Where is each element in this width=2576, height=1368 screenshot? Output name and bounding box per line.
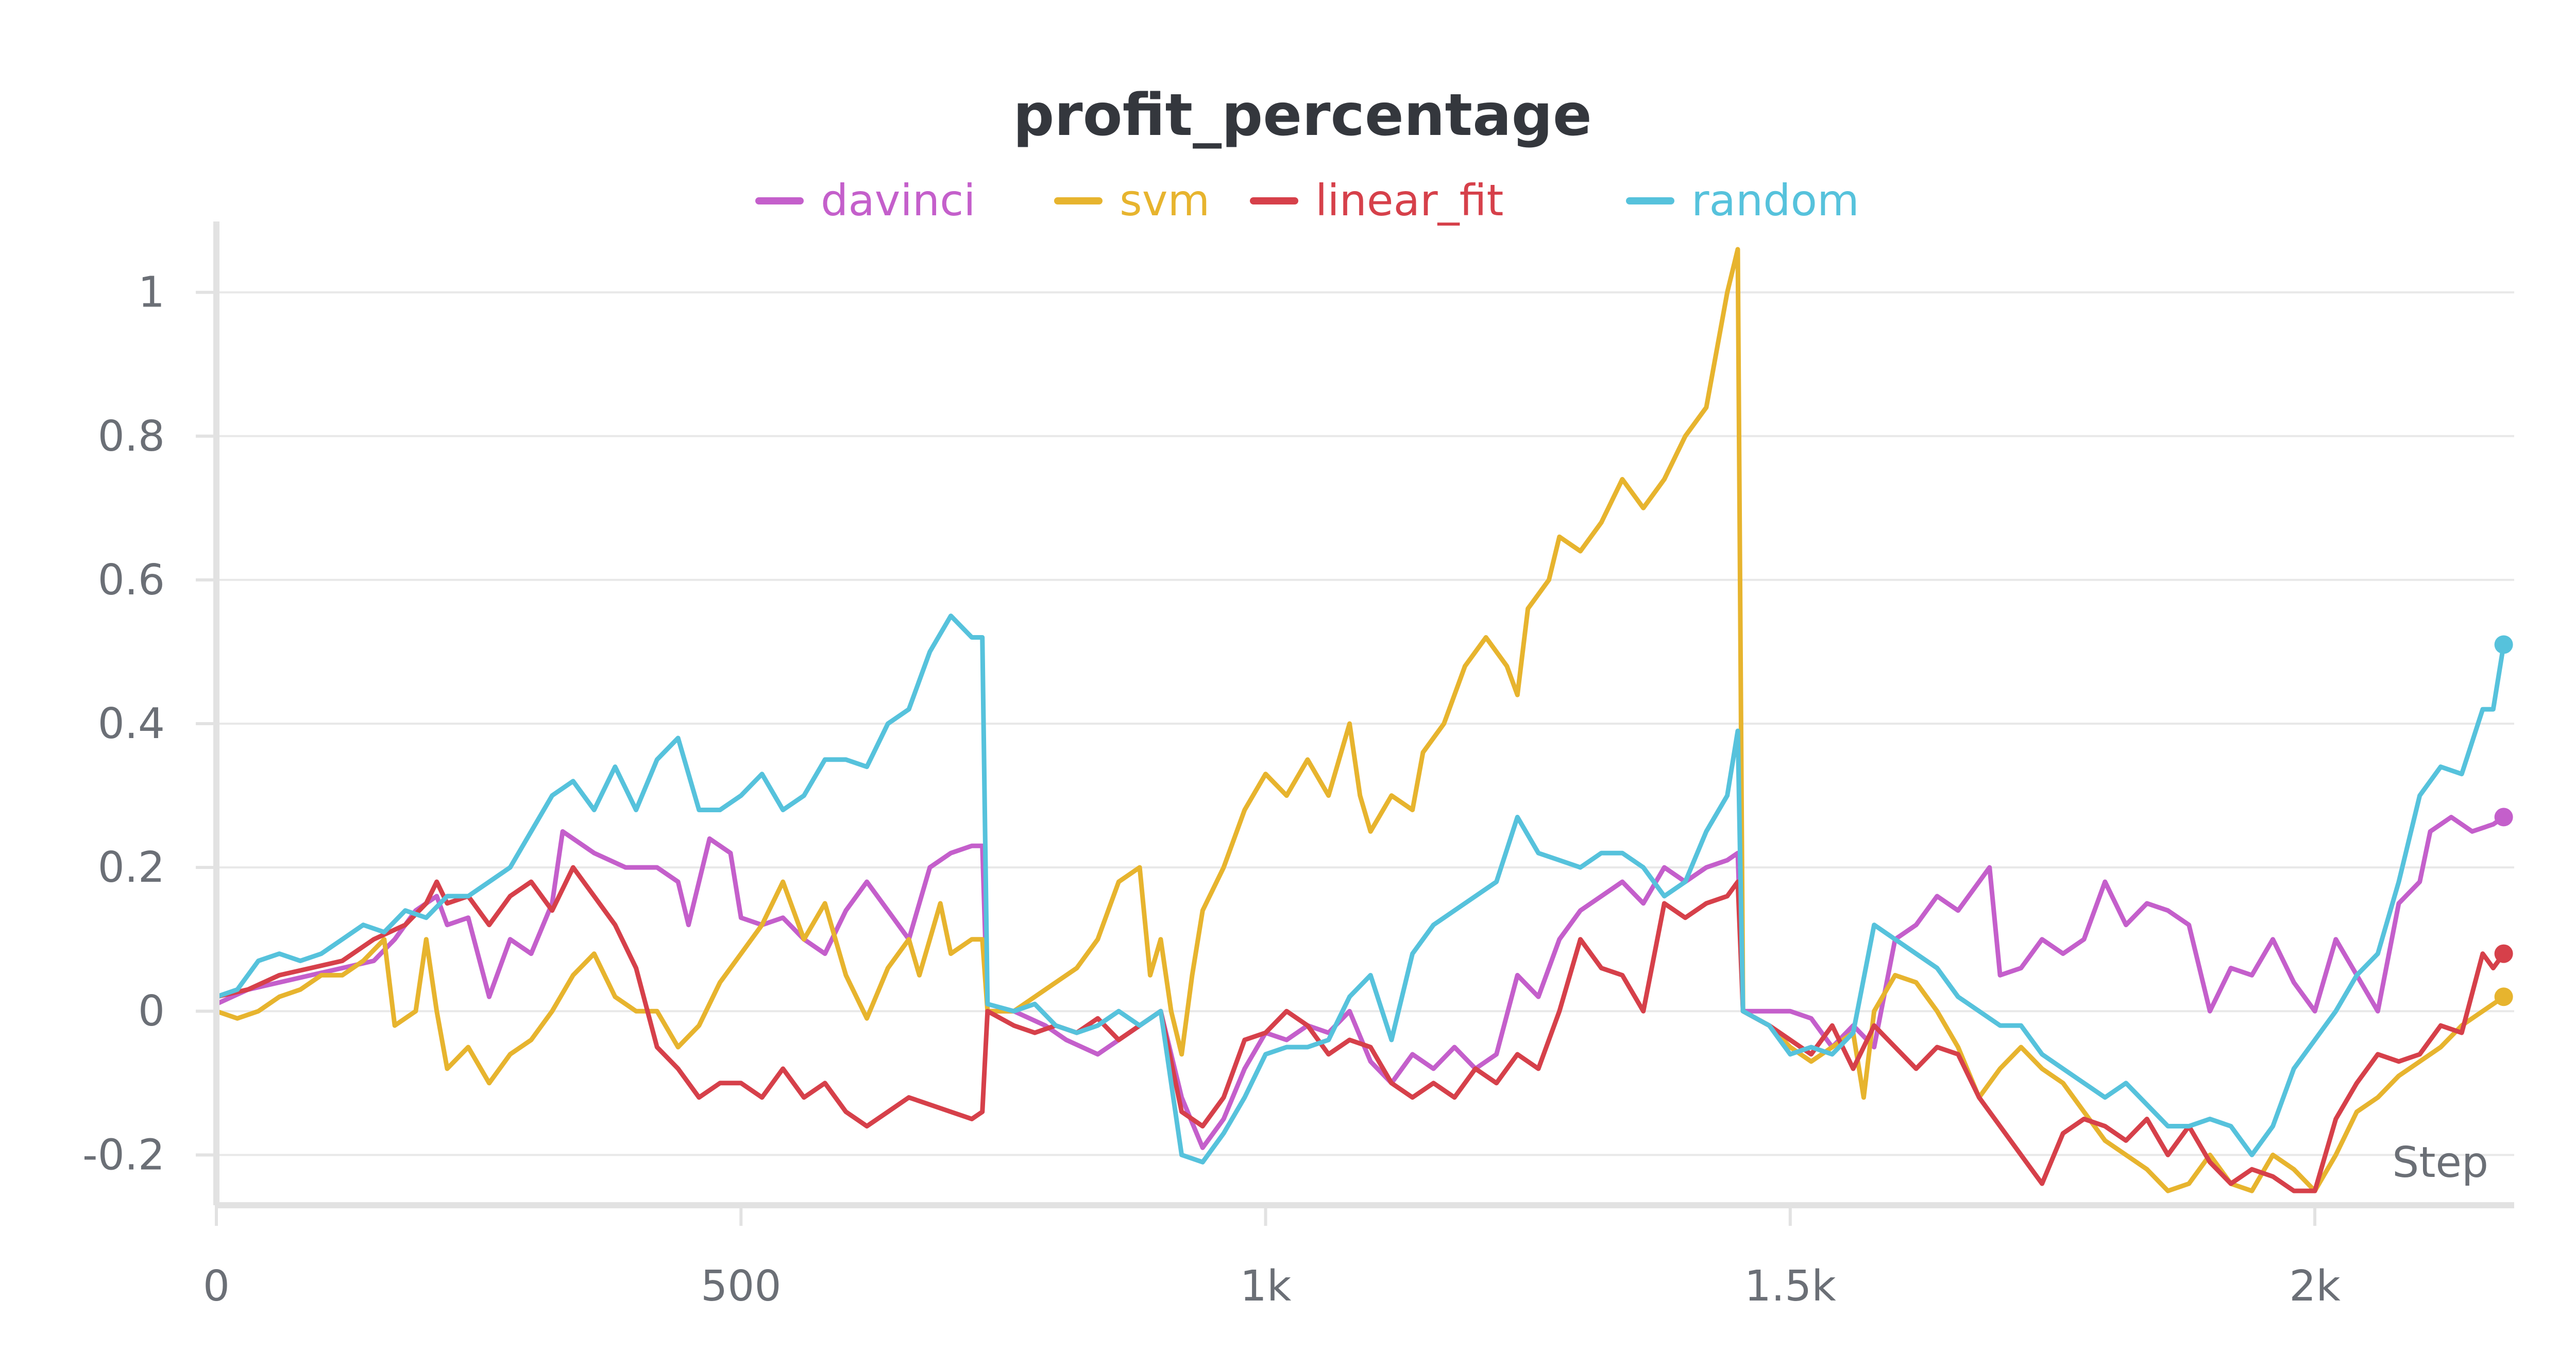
series-line-linear-fit (214, 865, 2506, 1193)
y-tick-label: 0.2 (98, 843, 165, 892)
chart-title: profit_percentage (1013, 82, 1592, 149)
x-axis-ticks: 0 500 1k 1.5k 2k (203, 1205, 2341, 1311)
series-line-davinci (214, 814, 2506, 1150)
x-tick-label: 1k (1240, 1262, 1292, 1311)
y-axis-ticks: -0.2 0 0.2 0.4 0.6 0.8 1 (82, 268, 216, 1179)
x-tick-label: 500 (701, 1262, 782, 1311)
y-tick-label: 0.4 (98, 699, 165, 748)
series-layer (214, 247, 2513, 1193)
grid-lines (216, 291, 2514, 1156)
y-tick-label: 0.6 (98, 556, 165, 605)
series-end-point-random (2494, 635, 2513, 654)
y-tick-label: 0 (138, 987, 165, 1036)
series-end-point-svm (2494, 987, 2513, 1006)
series-line-random (214, 613, 2506, 1165)
y-tick-label: -0.2 (82, 1131, 165, 1179)
x-tick-label: 2k (2289, 1262, 2341, 1311)
x-tick-label: 0 (203, 1262, 230, 1311)
legend: davinci svm linear_fit random (755, 175, 1859, 226)
legend-label-davinci: davinci (821, 175, 976, 226)
x-tick-label: 1.5k (1744, 1262, 1836, 1311)
series-end-point-linear-fit (2494, 944, 2513, 963)
y-tick-label: 1 (138, 268, 165, 317)
series-end-point-davinci (2494, 808, 2513, 827)
y-tick-label: 0.8 (98, 412, 165, 461)
legend-label-linear-fit: linear_fit (1315, 175, 1503, 226)
x-axis-title: Step (2392, 1138, 2488, 1187)
series-line-svm (214, 247, 2506, 1193)
legend-label-svm: svm (1120, 175, 1210, 226)
legend-label-random: random (1691, 175, 1859, 226)
